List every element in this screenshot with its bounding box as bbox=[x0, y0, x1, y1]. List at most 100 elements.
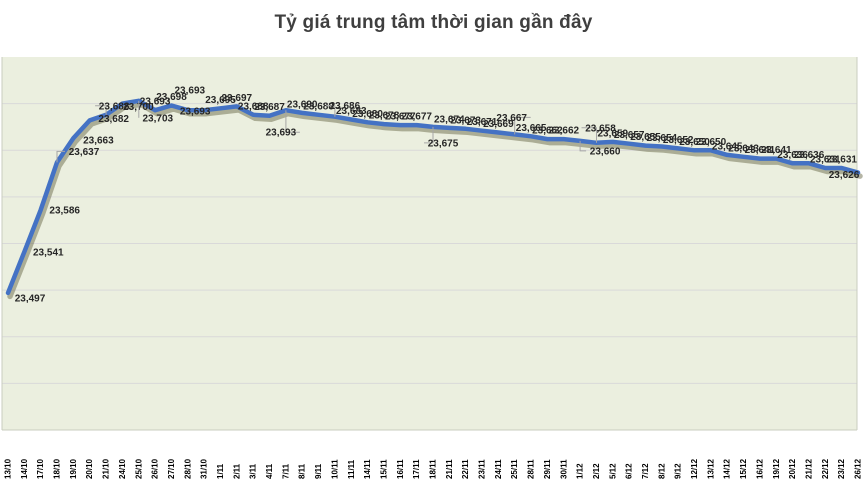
data-label: 23,688 bbox=[99, 101, 130, 112]
x-axis-label: 14/12 bbox=[723, 458, 732, 479]
data-label: 23,659 bbox=[598, 128, 629, 139]
x-axis-label: 16/11 bbox=[396, 459, 405, 479]
x-axis-label: 2/11 bbox=[232, 463, 241, 479]
data-label: 23,643 bbox=[728, 143, 759, 154]
x-axis-label: 11/11 bbox=[347, 459, 356, 479]
label-leader-line bbox=[424, 126, 434, 144]
x-axis-label: 23/12 bbox=[837, 458, 846, 479]
data-label: 23,660 bbox=[590, 146, 621, 157]
data-label: 23,680 bbox=[352, 109, 383, 120]
data-label: 23,657 bbox=[614, 130, 645, 141]
x-axis-label: 4/11 bbox=[265, 463, 274, 479]
data-label: 23,667 bbox=[496, 113, 527, 124]
x-axis-label: 9/12 bbox=[674, 463, 683, 479]
data-label: 23,652 bbox=[663, 135, 694, 146]
x-axis-label: 22/12 bbox=[821, 458, 830, 479]
label-leader-line bbox=[285, 110, 300, 133]
x-axis-label: 24/10 bbox=[118, 458, 127, 479]
data-label: 23,687 bbox=[254, 102, 285, 113]
data-label: 23,698 bbox=[156, 92, 187, 103]
label-leader-line bbox=[56, 150, 65, 163]
x-axis-label: 2/12 bbox=[592, 463, 601, 479]
data-label: 23,686 bbox=[330, 101, 361, 112]
x-axis-label: 26/12 bbox=[854, 458, 863, 479]
data-label: 23,636 bbox=[777, 150, 808, 161]
data-label: 23,688 bbox=[238, 101, 269, 112]
x-axis-label: 15/12 bbox=[739, 458, 748, 479]
data-label: 23,693 bbox=[266, 128, 297, 139]
data-label: 23,641 bbox=[761, 145, 792, 156]
data-label: 23,674 bbox=[434, 114, 465, 125]
chart-title: Tỷ giá trung tâm thời gian gần đây bbox=[274, 12, 593, 33]
data-label: 23,655 bbox=[630, 132, 661, 143]
data-label: 23,675 bbox=[428, 138, 459, 149]
data-label: 23,626 bbox=[829, 170, 860, 181]
x-axis-label: 19/10 bbox=[69, 458, 78, 479]
x-axis-label: 14/10 bbox=[20, 458, 29, 479]
data-label: 23,658 bbox=[585, 123, 616, 134]
data-label: 23,662 bbox=[549, 126, 580, 137]
x-axis-label: 30/11 bbox=[559, 459, 568, 479]
x-axis-label: 27/10 bbox=[167, 458, 176, 479]
data-label: 23,677 bbox=[401, 112, 432, 123]
x-axis-label: 31/10 bbox=[200, 458, 209, 479]
x-axis-label: 1/12 bbox=[576, 463, 585, 479]
data-label: 23,631 bbox=[826, 155, 857, 166]
x-axis-label: 7/12 bbox=[641, 463, 650, 479]
data-label: 23,637 bbox=[69, 147, 100, 158]
x-axis-label: 17/11 bbox=[412, 459, 421, 479]
x-axis-label: 8/11 bbox=[298, 463, 307, 479]
x-axis-label: 26/10 bbox=[151, 458, 160, 479]
data-label: 23,669 bbox=[483, 119, 514, 130]
data-label: 23,665 bbox=[516, 123, 547, 134]
data-label: 23,688 bbox=[303, 101, 334, 112]
data-label: 23,693 bbox=[175, 86, 206, 97]
data-label: 23,677 bbox=[385, 112, 416, 123]
x-axis-label: 21/11 bbox=[445, 459, 454, 479]
data-label: 23,693 bbox=[180, 107, 211, 118]
data-label: 23,641 bbox=[745, 145, 776, 156]
x-axis-label: 9/11 bbox=[314, 463, 323, 479]
x-axis-label: 15/11 bbox=[380, 459, 389, 479]
x-axis-label: 24/11 bbox=[494, 459, 503, 479]
x-axis-label: 21/12 bbox=[805, 458, 814, 479]
x-axis-label: 7/11 bbox=[281, 463, 290, 479]
x-axis-label: 22/11 bbox=[461, 459, 470, 479]
data-label: 23,703 bbox=[143, 113, 174, 124]
data-label: 23,497 bbox=[15, 293, 46, 304]
data-label: 23,663 bbox=[83, 136, 114, 147]
x-axis-label: 29/11 bbox=[543, 459, 552, 479]
x-axis-label: 21/10 bbox=[102, 458, 111, 479]
x-axis-label: 25/10 bbox=[134, 458, 143, 479]
x-axis-label: 13/12 bbox=[706, 458, 715, 479]
x-axis-label: 23/11 bbox=[478, 459, 487, 479]
data-label: 23,650 bbox=[679, 137, 710, 148]
x-axis-label: 3/11 bbox=[249, 463, 258, 479]
x-axis-label: 6/12 bbox=[625, 463, 634, 479]
data-label: 23,645 bbox=[712, 141, 743, 152]
x-axis-label: 13/10 bbox=[4, 458, 13, 479]
data-label: 23,650 bbox=[696, 137, 727, 148]
x-axis-label: 8/12 bbox=[657, 463, 666, 479]
data-label: 23,673 bbox=[450, 115, 481, 126]
label-leader-line bbox=[581, 127, 597, 143]
x-axis-label: 28/10 bbox=[183, 458, 192, 479]
data-label: 23,631 bbox=[810, 155, 841, 166]
x-axis-label: 14/11 bbox=[363, 459, 372, 479]
data-label: 23,697 bbox=[222, 93, 253, 104]
x-axis-label: 28/11 bbox=[527, 459, 536, 479]
data-label: 23,682 bbox=[98, 114, 129, 125]
data-label: 23,671 bbox=[467, 117, 498, 128]
label-leader-line bbox=[95, 105, 107, 115]
x-axis-label: 20/12 bbox=[788, 458, 797, 479]
label-leader-line bbox=[514, 116, 531, 135]
data-label: 23,693 bbox=[140, 97, 171, 108]
data-label: 23,683 bbox=[336, 106, 367, 117]
x-axis-label: 10/11 bbox=[330, 459, 339, 479]
x-axis-label: 1/11 bbox=[216, 463, 225, 479]
x-axis-label: 17/10 bbox=[36, 458, 45, 479]
x-axis-label: 20/10 bbox=[85, 458, 94, 479]
data-label: 23,690 bbox=[287, 99, 318, 110]
x-axis-label: 19/12 bbox=[772, 458, 781, 479]
